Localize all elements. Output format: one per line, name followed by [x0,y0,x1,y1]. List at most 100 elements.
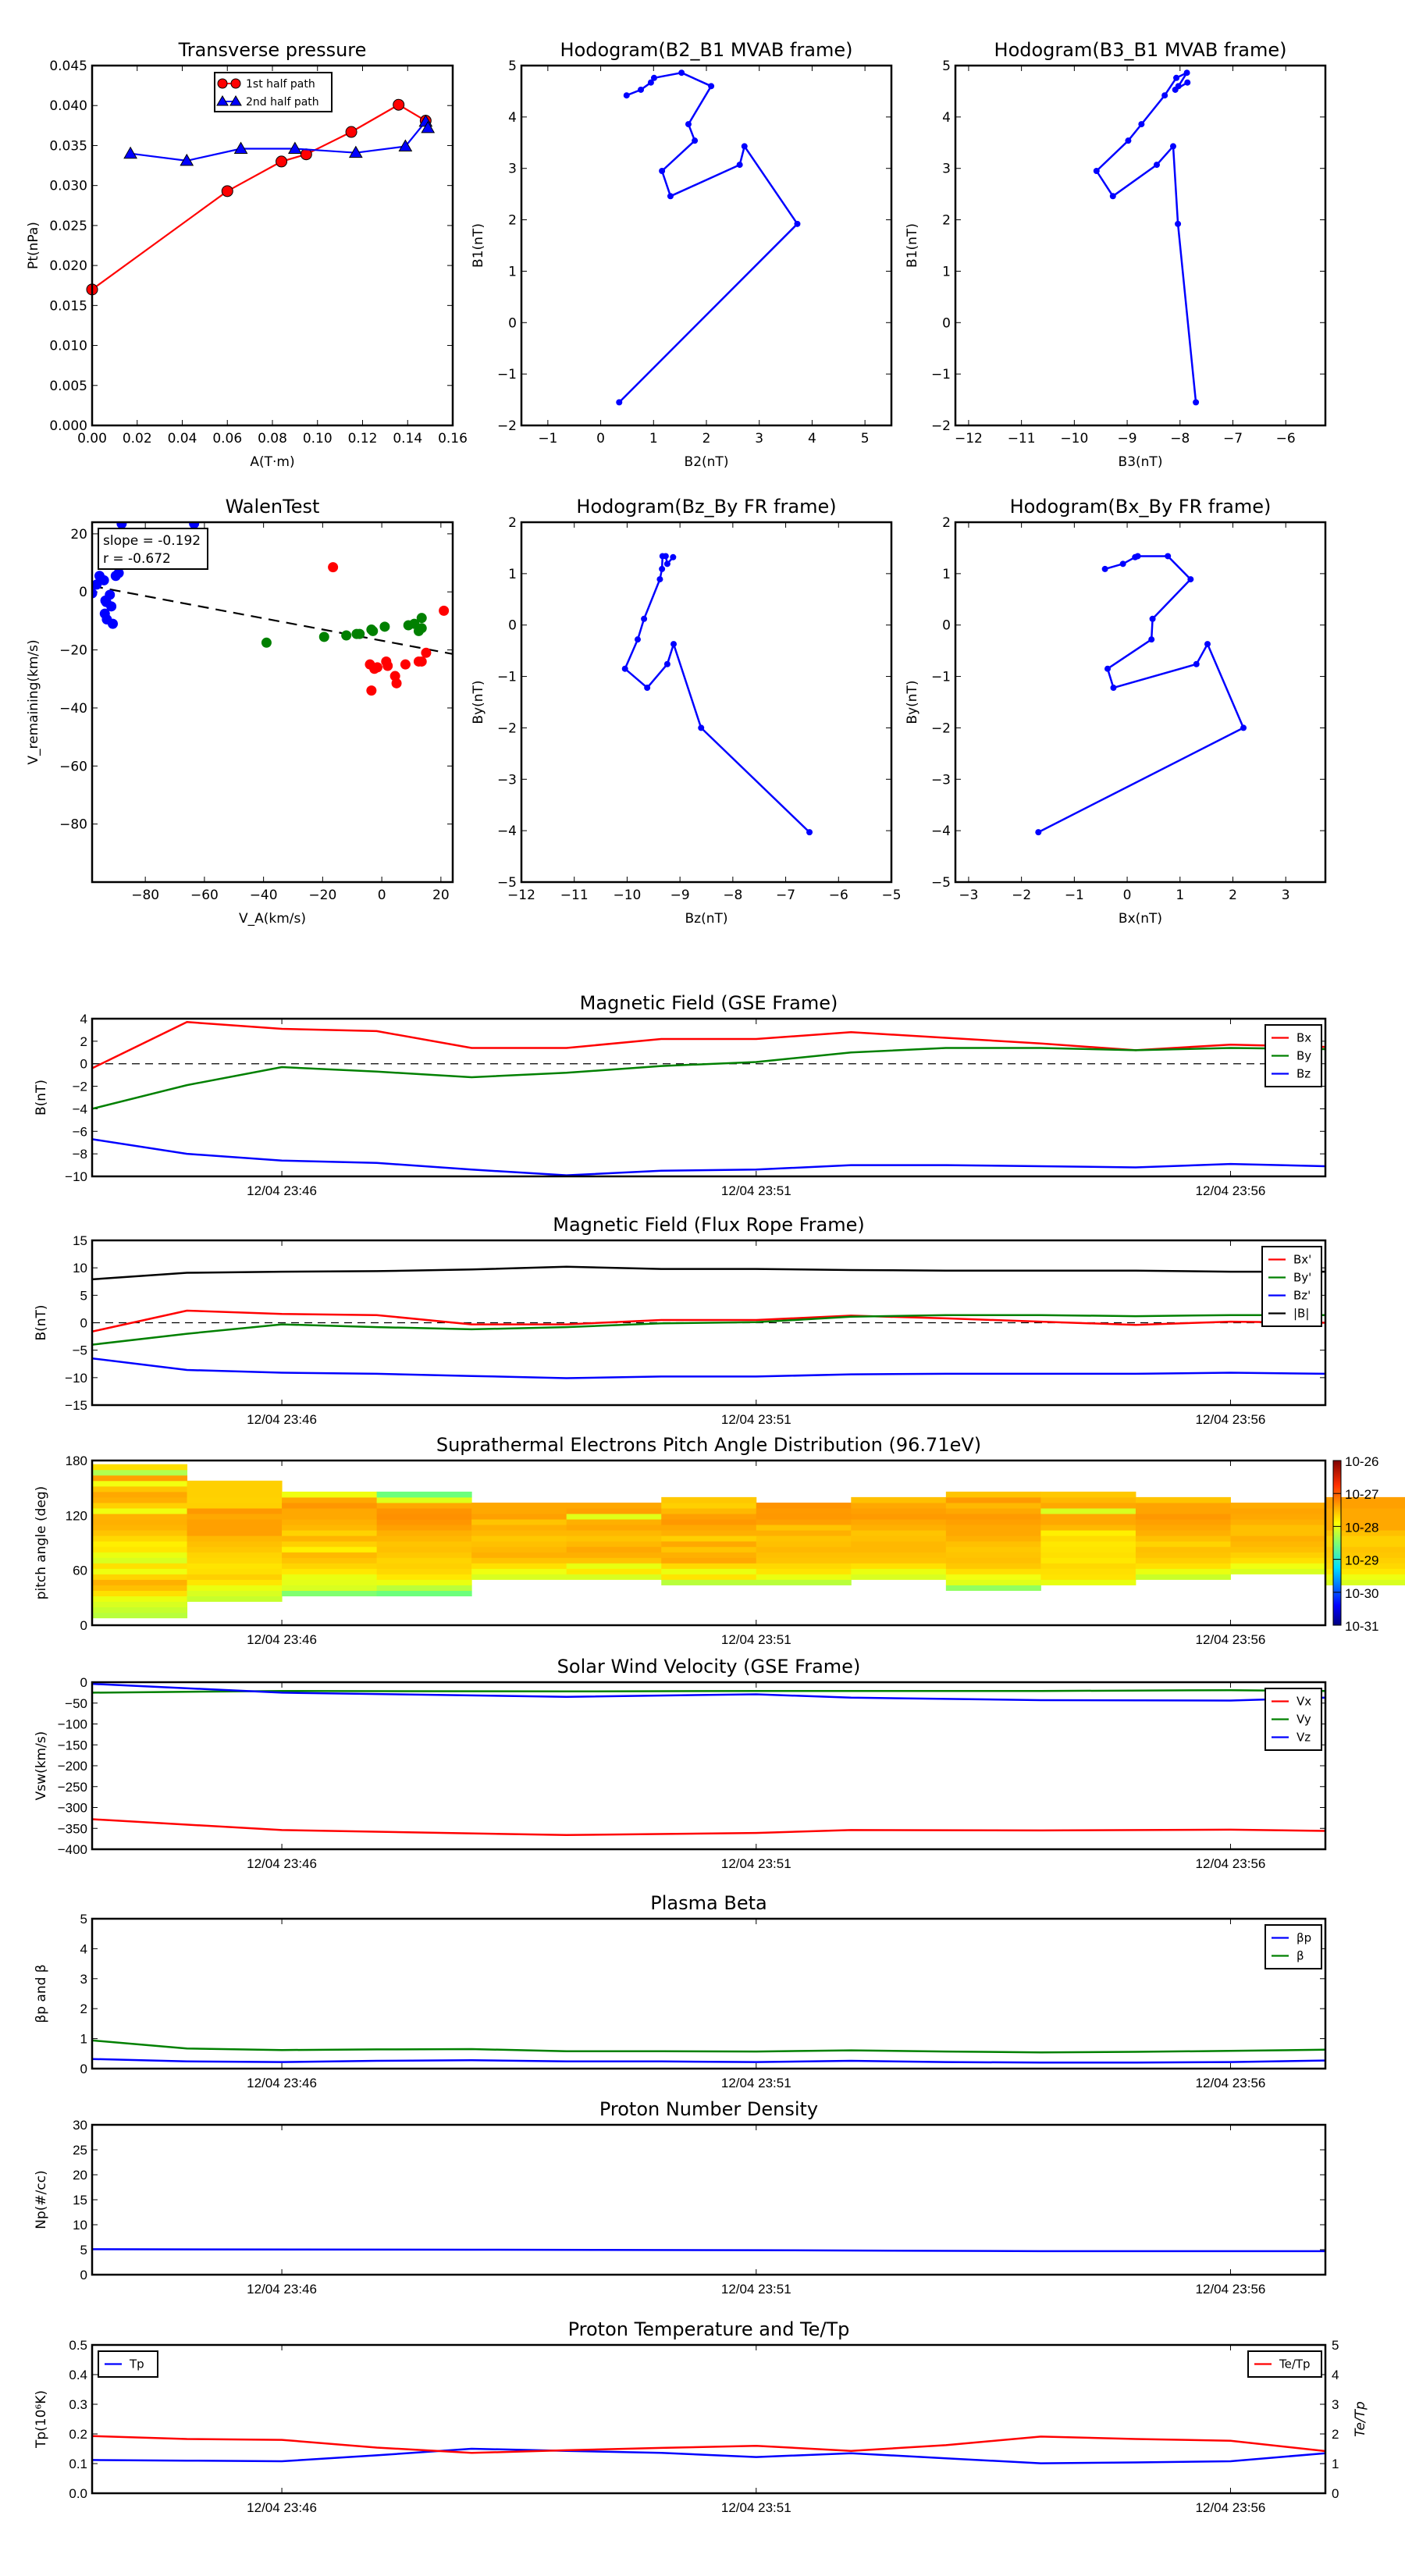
time-tick-label: 12/04 23:46 [247,2282,317,2297]
y-tick-label: −1 [497,670,517,685]
data-point [421,120,436,133]
series-line [92,1265,1325,1281]
heatmap-cell [756,1563,852,1569]
heatmap-cell [851,1552,947,1558]
series-line [92,1047,1325,1110]
y-tick-label: 2 [942,213,951,229]
heatmap-cell [282,1590,378,1596]
chart-title: Hodogram(Bx_By FR frame) [1010,496,1272,518]
chart-title: Proton Temperature and Te/Tp [568,2318,850,2340]
heatmap-cell [1135,1519,1231,1525]
chart-beta: Plasma Beta 0 1 2 3 4 5 12/04 23:46 12/04 23:51 1… [34,1892,1327,2090]
scatter-point [416,623,427,634]
y-tick-label: 4 [80,1941,87,1956]
x-tick-label: 0.02 [123,431,152,447]
time-tick-label: 12/04 23:51 [721,1412,791,1427]
data-point [678,69,685,76]
heatmap-cell [92,1612,188,1619]
x-tick-label: 0.14 [393,431,422,447]
y-tick-label: −10 [65,1371,87,1386]
y-tick-label: 120 [66,1508,87,1523]
y-tick-label: 0.1 [69,2457,87,2471]
heatmap-cell [1325,1502,1405,1509]
heatmap-cell [1325,1525,1405,1531]
data-point [659,565,666,572]
heatmap-cell [1135,1546,1231,1553]
chart-bgse: Magnetic Field (GSE Frame) −10 −8 −6 −4 −2 0 2 4… [34,992,1327,1198]
heatmap-cell [756,1513,852,1520]
heatmap-cell [945,1491,1041,1498]
y-tick-label: −1 [931,670,951,685]
scatter-point [409,618,420,629]
y-tick-label: −4 [931,824,951,839]
scatter-point [116,522,127,529]
time-tick-label: 12/04 23:46 [247,2076,317,2090]
data-point [685,121,692,128]
y-tick-label: 0.2 [69,2427,87,2442]
heatmap-cell [282,1546,378,1553]
heatmap-cell [471,1530,567,1536]
data-point [1132,553,1139,560]
heatmap-cell [1135,1563,1231,1569]
scatter-point [113,568,124,578]
plot-frame [91,1917,1327,2070]
y-axis-label: Np(#/cc) [34,2170,49,2229]
heatmap-cell [1040,1552,1136,1558]
heatmap-cell [92,1546,188,1553]
heatmap-cell [282,1557,378,1564]
heatmap-cell [471,1557,567,1564]
legend-label: Bx' [1293,1253,1311,1267]
y-tick-label: 3 [508,162,517,177]
y-tick-label: −5 [931,875,951,891]
heatmap-cell [471,1507,567,1514]
y-tick-label: −350 [58,1821,87,1836]
y-tick-label: −3 [931,772,951,788]
heatmap-cell [661,1519,757,1525]
heatmap-cell [756,1530,852,1536]
heatmap-cell [471,1502,567,1509]
r-text: r = -0.672 [103,551,171,567]
scatter-point [318,632,329,642]
x-tick-label: −1 [1065,888,1084,903]
heatmap-cell [376,1513,472,1520]
y-tick-label: 0 [942,618,951,634]
x-tick-label: −9 [670,888,690,903]
y-tick-label: 0.025 [49,219,87,234]
y-tick-label: 0 [79,585,87,600]
heatmap-cell [376,1530,472,1536]
time-tick-label: 12/04 23:56 [1196,2500,1266,2515]
annotation-frame [98,528,208,570]
plot-frame [91,1239,1327,1407]
x-tick-label: −40 [250,888,278,903]
data-point [1184,79,1191,86]
heatmap-cell [1325,1535,1405,1542]
x-tick-label: −12 [955,431,983,447]
x-tick-label: −1 [538,431,557,447]
heatmap-cell [851,1496,947,1503]
heatmap-cell [1230,1557,1326,1564]
heatmap-cell [566,1530,662,1536]
heatmap-cell [1230,1502,1326,1509]
y-tick-label: −60 [59,759,87,774]
heatmap-cell [1325,1563,1405,1569]
x-tick-label: −9 [1118,431,1137,447]
x-tick-label: 20 [432,888,450,903]
y-tick-label: −1 [497,367,517,382]
heatmap-cell [945,1502,1041,1509]
heatmap-cell [566,1568,662,1574]
heatmap-cell [945,1563,1041,1569]
data-point [656,576,663,583]
data-point [1153,162,1160,169]
y-tick-label: 0.040 [49,98,87,114]
y-tick-label: −80 [59,817,87,833]
heatmap-cell [945,1519,1041,1525]
heatmap-cell [1325,1574,1405,1580]
heatmap-cell [661,1507,757,1514]
heatmap-cell [756,1502,852,1509]
heatmap-cell [1040,1557,1136,1564]
heatmap-cell [756,1552,852,1558]
y-tick-label: 0.030 [49,179,87,194]
heatmap-cell [187,1552,283,1558]
data-point [1165,553,1172,560]
